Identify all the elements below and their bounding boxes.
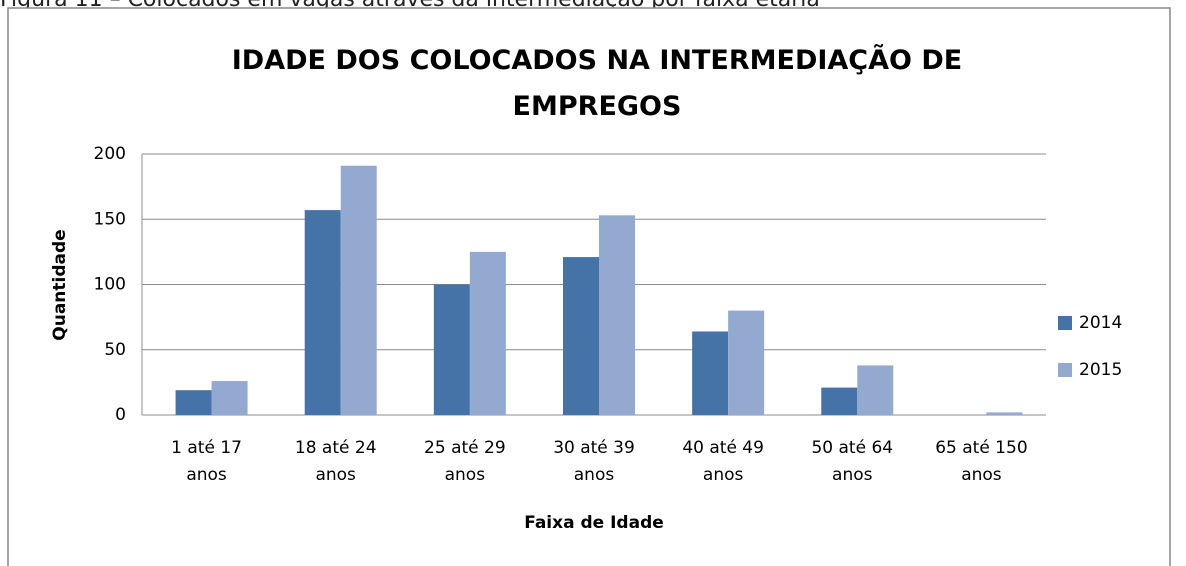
legend-label: 2014 [1079,313,1122,333]
bar [433,284,470,415]
legend-swatch [1058,316,1072,330]
bar [599,215,635,415]
x-tick-label: 18 até 24 anos [294,438,377,485]
x-tick-label: 40 até 49 anos [682,438,764,485]
x-tick-label: 65 até 150 anos [935,438,1028,485]
x-tick-label: 1 até 17 anos [171,438,242,485]
bar [211,381,248,415]
y-tick-label: 150 [94,209,126,229]
x-tick-label: 50 até 64 anos [811,438,894,485]
bar [986,412,1023,415]
legend-swatch [1058,363,1072,377]
bar [821,387,858,415]
x-tick-label: 25 até 29 anos [424,438,506,485]
legend-label: 2015 [1079,360,1122,380]
y-tick-label: 100 [94,275,126,295]
y-tick-label: 0 [115,405,126,425]
x-axis-label: Faixa de Idade [524,513,664,533]
bar [175,390,212,415]
bar [857,365,894,415]
chart-title: IDADE DOS COLOCADOS NA INTERMEDIAÇÃO DE … [231,45,963,122]
y-tick-label: 200 [94,144,126,164]
bar [340,165,377,415]
bar [692,331,729,415]
x-tick-label: 30 até 39 anos [553,438,635,485]
bar [563,257,599,415]
y-axis-label: Quantidade [50,229,70,340]
bar [304,210,341,415]
bar [728,310,765,415]
bar [469,251,506,415]
y-tick-label: 50 [104,340,126,360]
